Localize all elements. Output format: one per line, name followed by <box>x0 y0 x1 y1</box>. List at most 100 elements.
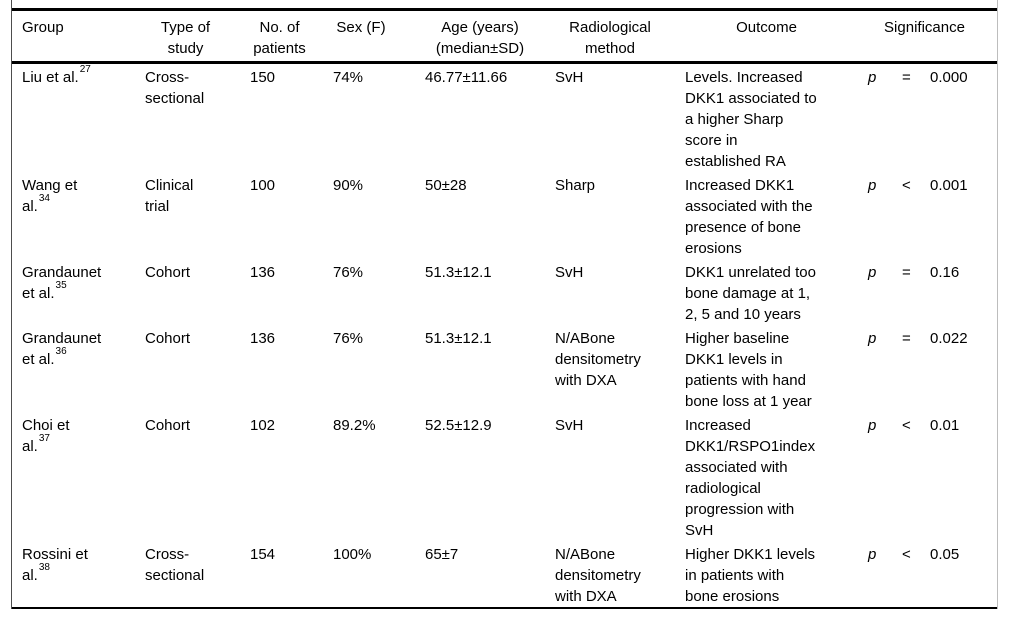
group-name: Rossini et al. <box>22 546 88 584</box>
cell-age: 51.3±12.1 <box>425 330 492 347</box>
cell-outcome: Increased DKK1/RSPO1index associated wit… <box>685 417 816 539</box>
reference-superscript: 34 <box>38 193 50 204</box>
cell-sex: 74% <box>333 69 364 86</box>
cell-group: Liu et al.27 <box>12 63 145 173</box>
cell-age: 65±7 <box>425 546 459 563</box>
table-row: Rossini et al.38 Cross- sectional 154 10… <box>12 541 997 608</box>
reference-superscript: 37 <box>38 433 50 444</box>
p-operator: = <box>902 330 911 347</box>
cell-outcome: Higher baseline DKK1 levels in patients … <box>685 330 812 410</box>
cell-age: 51.3±12.1 <box>425 264 492 281</box>
cell-patients: 100 <box>250 177 276 194</box>
cell-patients: 150 <box>250 69 276 86</box>
studies-table: Group Type of study No. of patients Sex … <box>12 8 997 609</box>
significance-value: p = 0.000 <box>860 67 993 88</box>
col-header-group: Group <box>12 9 145 64</box>
cell-outcome: Increased DKK1 associated with the prese… <box>685 177 813 257</box>
cell-study-type: Cross- sectional <box>145 546 205 584</box>
col-header-outcome: Outcome <box>685 9 860 64</box>
cell-age: 50±28 <box>425 177 467 194</box>
table-row: Choi et al.37 Cohort 102 89.2% 52.5±12.9… <box>12 412 997 541</box>
cell-group: Grandaunet et al.36 <box>12 325 145 412</box>
table-row: Wang et al.34 Clinical trial 100 90% 50±… <box>12 172 997 259</box>
reference-superscript: 35 <box>55 280 67 291</box>
cell-patients: 136 <box>250 330 276 347</box>
reference-superscript: 27 <box>79 64 91 75</box>
significance-value: p < 0.001 <box>860 175 993 196</box>
cell-age: 46.77±11.66 <box>425 69 508 86</box>
cell-study-type: Clinical trial <box>145 177 194 215</box>
cell-study-type: Cohort <box>145 264 191 281</box>
p-operator: < <box>902 546 911 563</box>
significance-value: p < 0.01 <box>860 415 993 436</box>
col-header-patients: No. of patients <box>250 9 333 64</box>
significance-value: p = 0.16 <box>860 262 993 283</box>
cell-group: Rossini et al.38 <box>12 541 145 608</box>
p-value: 0.05 <box>930 546 960 563</box>
cell-method: SvH <box>555 69 584 86</box>
cell-method: Sharp <box>555 177 596 194</box>
cell-method: SvH <box>555 264 584 281</box>
p-operator: = <box>902 69 911 86</box>
cell-sex: 90% <box>333 177 364 194</box>
p-symbol: p <box>868 546 877 563</box>
group-name: Grandaunet et al. <box>22 264 102 302</box>
header-row: Group Type of study No. of patients Sex … <box>12 9 997 64</box>
p-operator: < <box>902 177 911 194</box>
cell-significance: p = 0.000 <box>860 63 997 173</box>
table-body: Liu et al.27 Cross- sectional 150 74% 46… <box>12 63 997 609</box>
p-symbol: p <box>868 177 877 194</box>
cell-method: SvH <box>555 417 584 434</box>
cell-group: Wang et al.34 <box>12 172 145 259</box>
cell-significance: p = 0.16 <box>860 259 997 325</box>
p-symbol: p <box>868 69 877 86</box>
p-operator: = <box>902 264 911 281</box>
group-name: Wang et al. <box>22 177 78 215</box>
cell-patients: 102 <box>250 417 276 434</box>
col-header-age: Age (years) (median±SD) <box>425 9 555 64</box>
cell-method: N/ABone densitometry with DXA <box>555 546 641 605</box>
cell-sex: 89.2% <box>333 417 376 434</box>
cell-significance: p < 0.01 <box>860 412 997 541</box>
cell-group: Grandaunet et al.35 <box>12 259 145 325</box>
cell-significance: p < 0.05 <box>860 541 997 608</box>
cell-patients: 136 <box>250 264 276 281</box>
group-name: Grandaunet et al. <box>22 330 102 368</box>
cell-age: 52.5±12.9 <box>425 417 492 434</box>
reference-superscript: 36 <box>55 346 67 357</box>
table-row: Liu et al.27 Cross- sectional 150 74% 46… <box>12 63 997 173</box>
p-value: 0.001 <box>930 177 968 194</box>
cell-significance: p = 0.022 <box>860 325 997 412</box>
significance-value: p < 0.05 <box>860 544 993 565</box>
cell-group: Choi et al.37 <box>12 412 145 541</box>
p-operator: < <box>902 417 911 434</box>
p-symbol: p <box>868 330 877 347</box>
col-header-method: Radiological method <box>555 9 685 64</box>
cell-study-type: Cohort <box>145 417 191 434</box>
significance-value: p = 0.022 <box>860 328 993 349</box>
col-header-study-type: Type of study <box>145 9 250 64</box>
cell-method: N/ABone densitometry with DXA <box>555 330 641 389</box>
p-symbol: p <box>868 264 877 281</box>
cell-study-type: Cohort <box>145 330 191 347</box>
cell-sex: 100% <box>333 546 372 563</box>
p-value: 0.000 <box>930 69 968 86</box>
cell-patients: 154 <box>250 546 276 563</box>
cell-study-type: Cross- sectional <box>145 69 205 107</box>
table-row: Grandaunet et al.35 Cohort 136 76% 51.3±… <box>12 259 997 325</box>
cell-outcome: DKK1 unrelated too bone damage at 1, 2, … <box>685 264 816 323</box>
group-name: Choi et al. <box>22 417 70 455</box>
reference-superscript: 38 <box>38 562 50 573</box>
cell-sex: 76% <box>333 264 364 281</box>
col-header-significance: Significance <box>860 9 997 64</box>
col-header-sex: Sex (F) <box>333 9 425 64</box>
p-value: 0.01 <box>930 417 960 434</box>
group-name: Liu et al. <box>22 69 79 86</box>
cell-outcome: Levels. Increased DKK1 associated to a h… <box>685 69 817 170</box>
table-frame: Group Type of study No. of patients Sex … <box>11 0 998 609</box>
cell-sex: 76% <box>333 330 364 347</box>
table-header: Group Type of study No. of patients Sex … <box>12 9 997 64</box>
p-value: 0.022 <box>930 330 968 347</box>
p-symbol: p <box>868 417 877 434</box>
cell-outcome: Higher DKK1 levels in patients with bone… <box>685 546 816 605</box>
